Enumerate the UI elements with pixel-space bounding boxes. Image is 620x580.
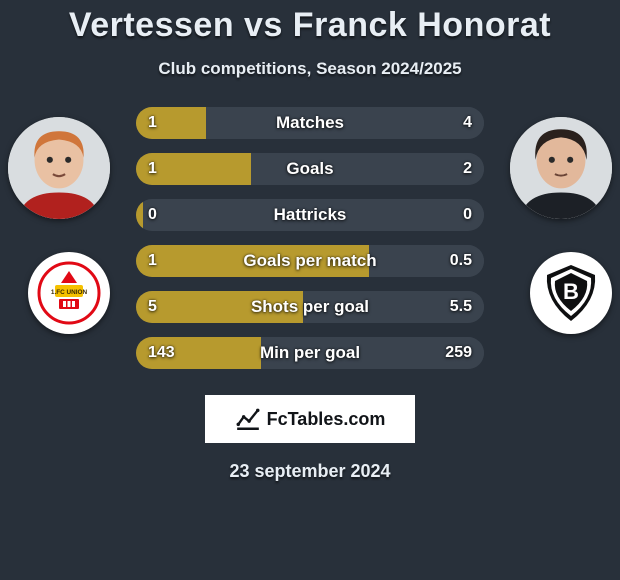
page-title: Vertessen vs Franck Honorat — [0, 6, 620, 45]
page-subtitle: Club competitions, Season 2024/2025 — [0, 59, 620, 79]
stat-fill-right — [251, 153, 484, 185]
stat-fill-right — [369, 245, 484, 277]
club-left-logo: 1.FC UNION — [28, 252, 110, 334]
infographic: Vertessen vs Franck Honorat Club competi… — [0, 0, 620, 580]
footer-date: 23 september 2024 — [0, 461, 620, 482]
gladbach-logo-icon: B — [539, 261, 603, 325]
stat-row: 55.5Shots per goal — [136, 291, 484, 323]
player-left-portrait-icon — [8, 117, 110, 219]
club-right-logo: B — [530, 252, 612, 334]
union-berlin-logo-icon: 1.FC UNION — [37, 261, 101, 325]
stat-row: 0 0Hattricks — [136, 199, 484, 231]
stat-fill-right — [477, 199, 484, 231]
stat-value-right: 0 — [463, 199, 472, 231]
stat-fill-left — [136, 337, 261, 369]
player-left-avatar — [8, 117, 110, 219]
stat-row: 14Matches — [136, 107, 484, 139]
watermark: FcTables.com — [205, 395, 415, 443]
stat-label: Hattricks — [136, 199, 484, 231]
stat-fill-left — [136, 291, 303, 323]
comparison-arena: 1.FC UNION B 14Matches12Goals00Hat — [0, 107, 620, 377]
player-right-portrait-icon — [510, 117, 612, 219]
svg-text:1.FC UNION: 1.FC UNION — [51, 289, 88, 296]
player-right-avatar — [510, 117, 612, 219]
stat-fill-left — [136, 107, 206, 139]
stat-fill-right — [303, 291, 484, 323]
watermark-text: FcTables.com — [267, 409, 386, 430]
stat-fill-left — [136, 245, 369, 277]
stat-fill-right — [206, 107, 484, 139]
stat-fill-left — [136, 199, 143, 231]
svg-text:B: B — [563, 279, 579, 304]
chart-icon — [235, 406, 261, 432]
stat-bars: 14Matches 12Goals 0 0Hattricks 10.5Goals per… — [136, 107, 484, 383]
stat-row: 10.5Goals per match — [136, 245, 484, 277]
stat-row: 143259Min per goal — [136, 337, 484, 369]
stat-row: 12Goals — [136, 153, 484, 185]
stat-value-left: 0 — [148, 199, 157, 231]
stat-fill-right — [261, 337, 484, 369]
stat-fill-left — [136, 153, 251, 185]
